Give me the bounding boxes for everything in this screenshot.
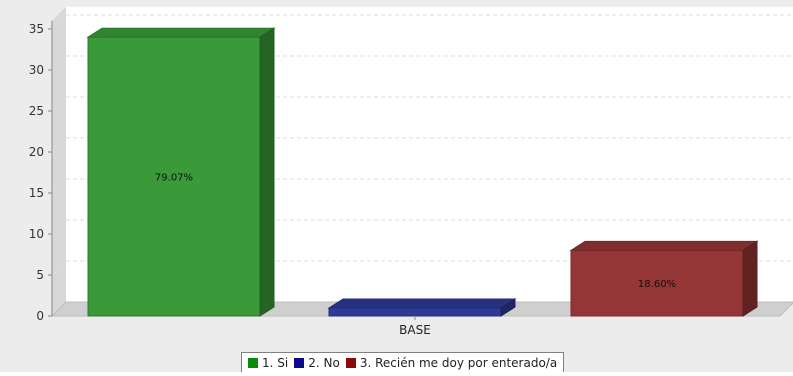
legend-swatch-si (248, 357, 258, 368)
bar-side-2 (500, 298, 516, 317)
bar-2 (328, 307, 502, 317)
gridline-wall-5 (51, 260, 67, 276)
y-tick-label: 35 (29, 22, 44, 36)
bar-data-label: 79.07% (155, 173, 193, 184)
bar-top-2 (327, 298, 517, 309)
legend-item-recien: 3. Recién me doy por enterado/a (345, 355, 558, 370)
y-tick-label: 30 (29, 63, 44, 77)
legend-item-no: 2. No (294, 356, 340, 370)
bar-3 (570, 249, 744, 317)
chart-legend: 1. Si 2. No 3. Recién me doy por enterad… (241, 352, 565, 372)
legend-label-recien: 3. Recién me doy por enterado/a (359, 355, 558, 370)
plot-left-wall (52, 6, 66, 317)
gridline-wall-20 (51, 137, 67, 153)
legend-swatch-recien (345, 357, 356, 368)
y-tick-label: 10 (29, 227, 44, 241)
gridline-wall-30 (51, 55, 67, 71)
y-tick-label: 25 (29, 104, 44, 118)
bar-data-label: 18.60% (638, 279, 676, 290)
y-tick-label: 5 (36, 268, 44, 282)
x-tick-label: BASE (399, 323, 431, 337)
gridline-wall-25 (51, 96, 67, 112)
legend-label-no: 2. No (308, 355, 340, 370)
legend-label-si: 1. Si (262, 355, 289, 370)
bar-top-1 (86, 27, 276, 38)
bar-side-1 (259, 27, 275, 317)
legend-item-si: 1. Si (248, 356, 288, 370)
bar-top-3 (569, 240, 759, 251)
gridline-wall-35 (51, 14, 67, 30)
y-tick-label: 20 (29, 145, 44, 159)
legend-swatch-no (294, 357, 305, 368)
gridline-wall-15 (51, 178, 67, 194)
gridline-wall-10 (51, 219, 67, 235)
y-tick-label: 0 (36, 309, 44, 323)
bar-side-3 (742, 240, 758, 317)
bar-1 (87, 36, 261, 317)
y-tick-label: 15 (29, 186, 44, 200)
